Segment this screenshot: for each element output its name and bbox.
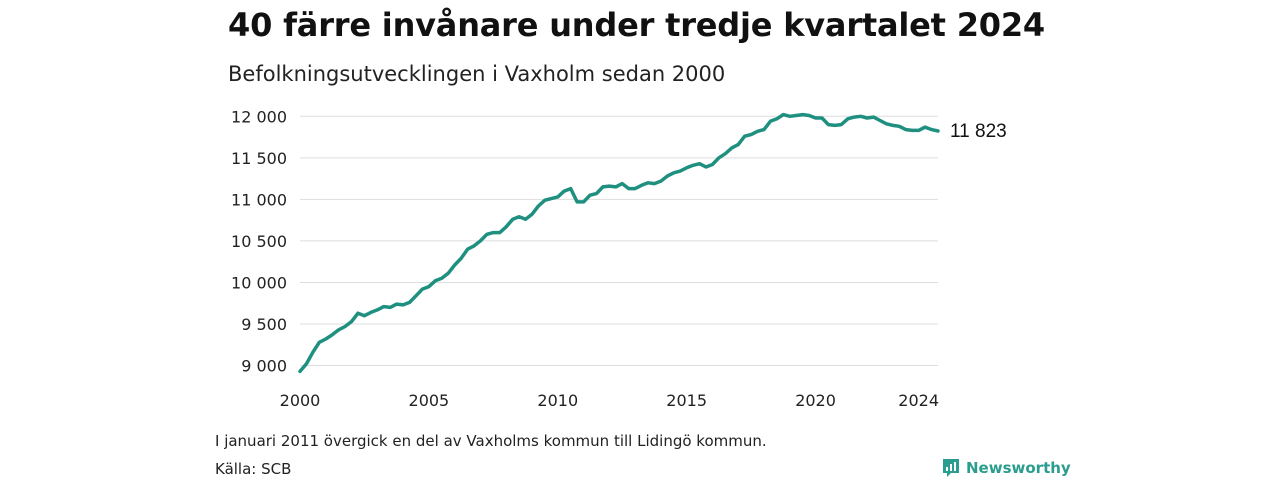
x-tick-label: 2020 xyxy=(795,391,836,410)
x-axis-ticks: 2000 2005 2010 2015 2020 2024 xyxy=(280,391,939,410)
gridlines xyxy=(300,115,938,367)
x-tick-label: 2000 xyxy=(280,391,321,410)
y-tick-label: 10 000 xyxy=(231,273,287,292)
y-tick-label: 9 000 xyxy=(241,357,287,376)
line-chart: 9 000 9 500 10 000 10 500 11 000 11 500 12 000… xyxy=(231,107,1007,410)
brand-logo[interactable]: Newsworthy xyxy=(942,458,1071,478)
y-tick-label: 11 000 xyxy=(231,190,287,209)
x-tick-label: 2024 xyxy=(898,391,939,410)
brand-name: Newsworthy xyxy=(966,459,1071,477)
end-value-label: 11 823 xyxy=(950,121,1007,142)
y-tick-label: 12 000 xyxy=(231,107,287,126)
chart-title: 40 färre invånare under tredje kvartalet… xyxy=(228,6,1045,44)
y-tick-label: 9 500 xyxy=(241,315,287,334)
y-tick-label: 10 500 xyxy=(231,232,287,251)
x-tick-label: 2010 xyxy=(537,391,578,410)
series-layer xyxy=(298,112,940,374)
y-axis-ticks: 9 000 9 500 10 000 10 500 11 000 11 500 12 000 xyxy=(231,107,287,375)
x-tick-label: 2015 xyxy=(666,391,707,410)
chart-subtitle: Befolkningsutvecklingen i Vaxholm sedan … xyxy=(228,62,726,86)
footnote: I januari 2011 övergick en del av Vaxhol… xyxy=(215,432,767,450)
newsworthy-logo-icon xyxy=(943,459,959,477)
series-line-population xyxy=(298,112,940,374)
x-tick-label: 2005 xyxy=(409,391,450,410)
source-note: Källa: SCB xyxy=(215,460,292,478)
y-tick-label: 11 500 xyxy=(231,149,287,168)
